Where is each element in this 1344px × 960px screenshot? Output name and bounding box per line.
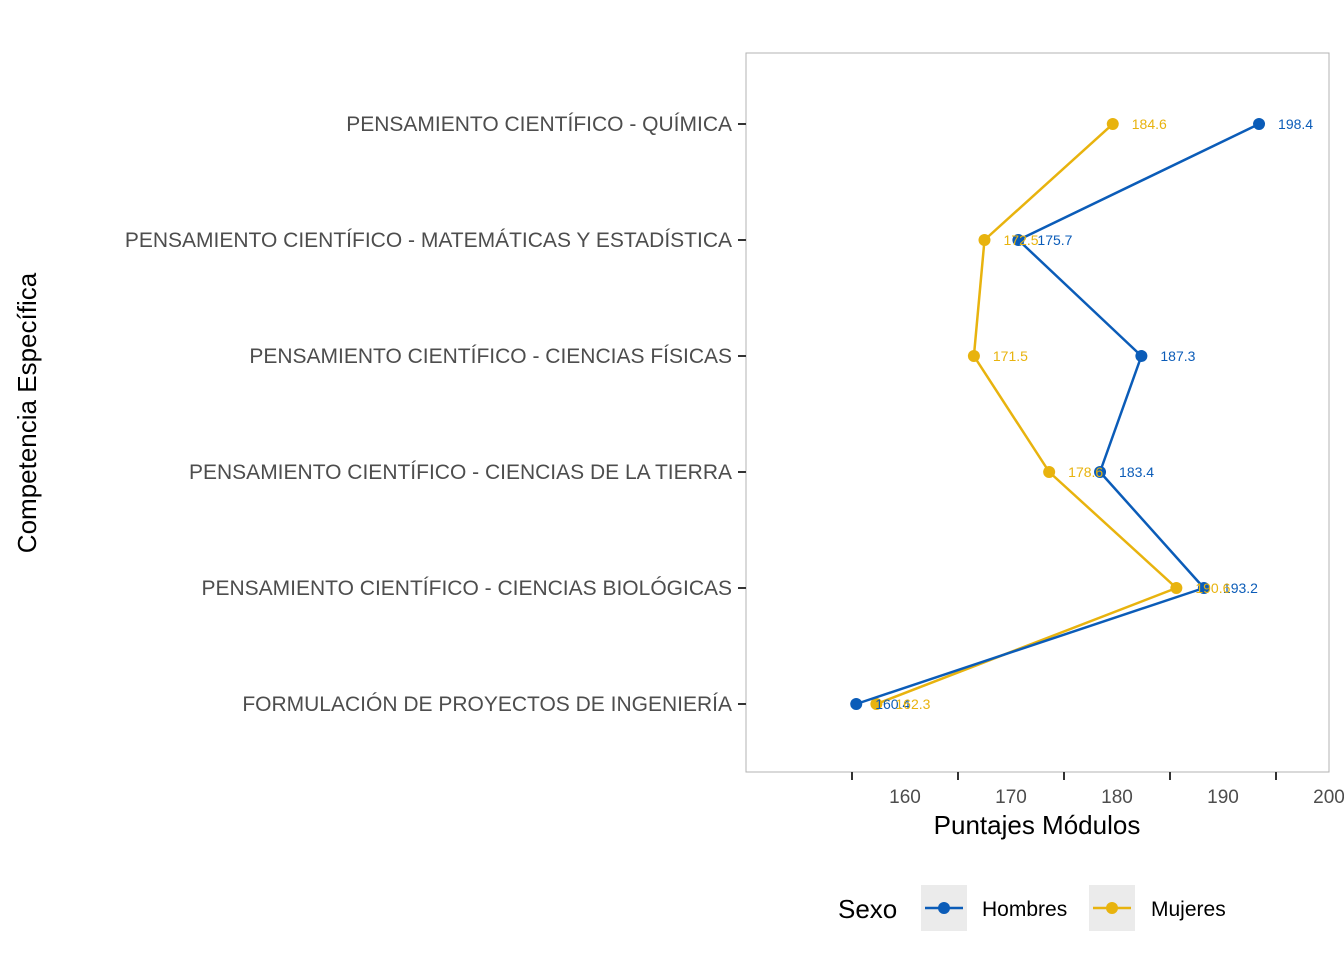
data-label: 184.6 [1132,116,1167,132]
x-tick-label: 200 [1313,787,1344,808]
data-point [967,350,980,362]
series-line [855,122,1260,706]
data-point [978,234,991,246]
legend-label: Mujeres [1151,898,1226,921]
data-label: 193.2 [1223,580,1258,596]
y-axis-title: Competencia Específica [12,272,42,553]
data-point [1197,582,1210,594]
panel-border [745,52,1330,773]
data-point [1170,582,1183,594]
legend-item-hombres: Hombres [921,885,1067,931]
category-label: PENSAMIENTO CIENTÍFICO - CIENCIAS FÍSICA… [249,345,732,368]
legend-title: Sexo [838,894,897,924]
data-label: 175.7 [1037,232,1072,248]
category-label: PENSAMIENTO CIENTÍFICO - CIENCIAS DE LA … [189,461,732,484]
data-point [1106,118,1119,130]
data-point [1253,118,1266,130]
category-label: FORMULACIÓN DE PROYECTOS DE INGENIERÍA [242,693,732,716]
category-label: PENSAMIENTO CIENTÍFICO - MATEMÁTICAS Y E… [125,229,732,252]
legend-item-mujeres: Mujeres [1089,885,1226,931]
data-label: 160.4 [875,696,910,712]
data-label: 183.4 [1119,464,1154,480]
data-point [1012,234,1025,246]
category-label: PENSAMIENTO CIENTÍFICO - CIENCIAS BIOLÓG… [201,577,732,600]
data-point [870,698,883,710]
x-axis-title: Puntajes Módulos [934,810,1141,840]
x-tick-label: 190 [1207,787,1239,808]
data-label: 198.4 [1278,116,1313,132]
data-label: 171.5 [993,348,1028,364]
data-labels-mujeres: 184.6 172.5 171.5 178.6 190.6 162.3 [895,116,1230,712]
data-label: 172.5 [1004,232,1039,248]
legend: Sexo Hombres Mujeres [838,885,1226,931]
data-label: 162.3 [895,696,930,712]
data-point [1043,466,1056,478]
series-line [875,123,1178,706]
series-layer: 198.4 175.7 187.3 183.4 193.2 160.4 184.6 172.5… [850,116,1313,712]
legend-key-point [1106,902,1118,914]
series-hombres [850,118,1266,710]
data-point [850,698,863,710]
legend-key-point [938,902,950,914]
data-point [1135,350,1148,362]
data-label: 178.6 [1068,464,1103,480]
data-point [1094,466,1107,478]
x-tick-label: 160 [889,787,921,808]
data-label: 187.3 [1160,348,1195,364]
series-mujeres [870,118,1183,710]
legend-label: Hombres [982,898,1067,921]
data-label: 190.6 [1195,580,1230,596]
data-labels-hombres: 198.4 175.7 187.3 183.4 193.2 160.4 [875,116,1313,712]
category-axis: PENSAMIENTO CIENTÍFICO - QUÍMICA PENSAMIE… [125,113,746,716]
x-tick-label: 180 [1101,787,1133,808]
x-tick-label: 170 [995,787,1027,808]
value-axis: 160 170 180 190 200 [851,772,1344,808]
category-label: PENSAMIENTO CIENTÍFICO - QUÍMICA [346,113,732,136]
plot-panel [745,52,1330,773]
